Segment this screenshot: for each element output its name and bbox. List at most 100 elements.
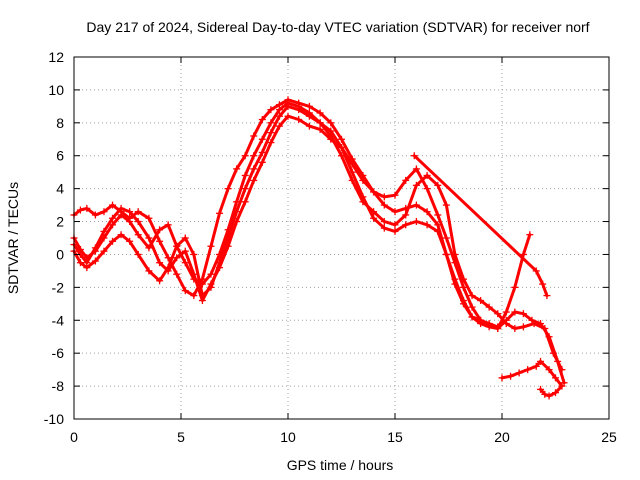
data-point xyxy=(181,259,189,267)
data-point xyxy=(338,135,345,143)
data-point xyxy=(134,250,142,258)
data-point xyxy=(524,366,532,374)
chart-title: Day 217 of 2024, Sidereal Day-to-day VTE… xyxy=(86,19,589,35)
data-point xyxy=(391,221,399,229)
data-point xyxy=(537,320,545,328)
data-point xyxy=(109,221,117,229)
data-point xyxy=(173,254,181,262)
data-point xyxy=(295,106,303,114)
data-point xyxy=(109,201,117,209)
data-point xyxy=(267,106,275,114)
data-point xyxy=(295,116,303,124)
data-point xyxy=(258,158,266,166)
y-tick-label: 12 xyxy=(48,49,64,65)
data-point xyxy=(117,231,125,239)
data-point xyxy=(250,165,258,173)
data-point xyxy=(207,270,215,278)
series-track-4 xyxy=(70,112,568,387)
x-axis-label: GPS time / hours xyxy=(287,457,394,473)
data-point xyxy=(412,201,420,209)
data-point xyxy=(241,185,249,193)
data-point xyxy=(537,357,545,365)
data-point xyxy=(391,191,399,199)
data-point xyxy=(126,237,134,245)
data-point xyxy=(423,171,431,179)
data-point xyxy=(526,231,534,239)
data-point xyxy=(267,139,275,147)
data-point xyxy=(233,218,241,226)
data-point xyxy=(305,122,313,130)
y-tick-label: 8 xyxy=(56,115,64,131)
data-point xyxy=(295,99,303,107)
data-point xyxy=(459,300,467,308)
y-tick-label: 2 xyxy=(56,214,64,230)
data-point xyxy=(164,221,172,229)
data-point xyxy=(543,292,551,300)
data-point xyxy=(477,316,485,324)
data-point xyxy=(459,283,467,291)
data-point xyxy=(541,390,549,398)
data-point xyxy=(412,218,420,226)
data-point xyxy=(275,122,283,130)
data-point xyxy=(468,313,476,321)
data-point xyxy=(305,112,313,120)
data-point xyxy=(284,112,292,120)
data-point xyxy=(316,119,324,127)
data-point xyxy=(190,250,198,258)
data-point xyxy=(442,201,450,209)
data-point xyxy=(126,208,134,216)
data-point xyxy=(442,250,450,258)
data-point xyxy=(156,259,164,267)
data-point xyxy=(145,234,153,242)
data-point xyxy=(181,234,189,242)
data-point xyxy=(250,152,258,160)
data-point xyxy=(380,193,388,201)
data-point xyxy=(370,188,378,196)
data-point xyxy=(451,280,459,288)
y-tick-label: 0 xyxy=(56,246,64,262)
data-point xyxy=(402,176,410,184)
data-point xyxy=(316,125,324,133)
data-point xyxy=(241,152,249,160)
data-point xyxy=(190,292,198,300)
data-point xyxy=(91,244,99,252)
data-point xyxy=(434,211,442,219)
data-point xyxy=(511,283,519,291)
data-point xyxy=(275,101,283,109)
data-point xyxy=(380,218,388,226)
data-point xyxy=(109,237,117,245)
data-point xyxy=(267,119,275,127)
data-point xyxy=(485,303,493,311)
data-point xyxy=(519,310,527,318)
data-point xyxy=(216,264,224,272)
data-point xyxy=(468,303,476,311)
data-point xyxy=(532,267,540,275)
data-point xyxy=(502,316,510,324)
data-point xyxy=(284,102,292,110)
data-point xyxy=(207,242,215,250)
data-point xyxy=(173,242,181,250)
data-point xyxy=(91,211,99,219)
data-point xyxy=(316,109,324,117)
data-point xyxy=(545,333,553,341)
data-point xyxy=(380,201,388,209)
data-point xyxy=(423,185,431,193)
data-point xyxy=(552,389,559,397)
data-point xyxy=(134,231,142,239)
data-point xyxy=(233,165,241,173)
data-point xyxy=(539,280,547,288)
data-point xyxy=(241,198,249,206)
y-tick-label: -2 xyxy=(52,279,65,295)
data-point xyxy=(327,119,335,127)
data-point xyxy=(190,270,198,278)
data-point xyxy=(145,267,153,275)
data-point xyxy=(250,132,258,140)
data-point xyxy=(258,116,266,124)
data-point xyxy=(91,257,99,265)
y-tick-label: 6 xyxy=(56,148,64,164)
data-point xyxy=(267,129,275,137)
data-point xyxy=(284,96,292,104)
plot-frame xyxy=(73,56,610,420)
